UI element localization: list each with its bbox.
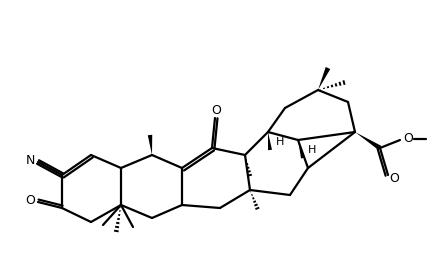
Text: O: O	[25, 194, 35, 208]
Polygon shape	[148, 135, 152, 155]
Text: H: H	[276, 137, 284, 147]
Text: H: H	[308, 145, 316, 155]
Text: O: O	[211, 104, 221, 117]
Text: N: N	[25, 155, 35, 167]
Polygon shape	[355, 132, 381, 150]
Text: O: O	[403, 133, 413, 146]
Polygon shape	[298, 140, 305, 158]
Polygon shape	[268, 132, 272, 150]
Polygon shape	[318, 67, 330, 90]
Text: O: O	[389, 172, 399, 184]
